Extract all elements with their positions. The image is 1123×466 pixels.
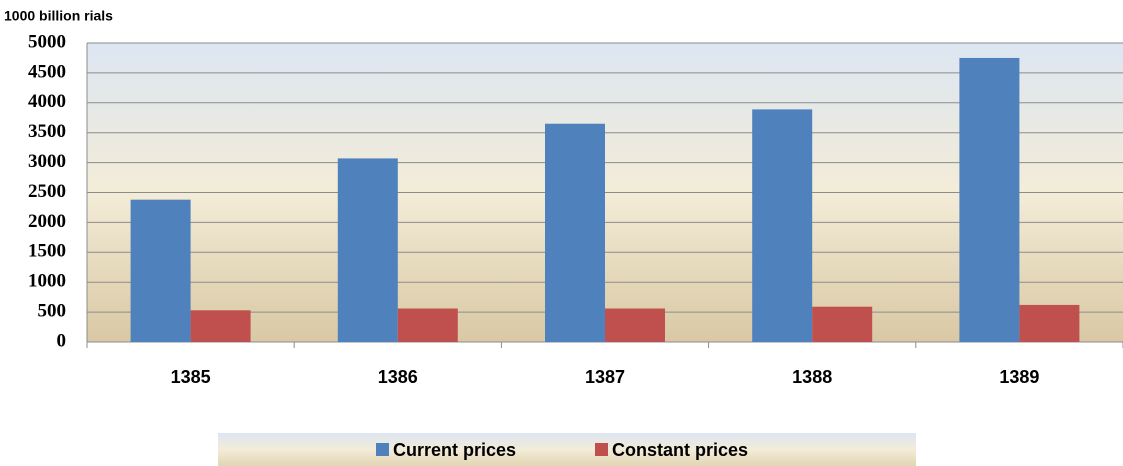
y-tick-label: 500 — [38, 300, 67, 321]
legend-box — [218, 433, 916, 466]
y-tick-label: 3500 — [28, 121, 66, 142]
legend-swatch — [376, 443, 389, 456]
legend-swatch — [595, 443, 608, 456]
bar — [337, 158, 398, 342]
x-tick-label: 1388 — [792, 367, 832, 387]
bar — [812, 306, 873, 342]
y-tick-label: 5000 — [28, 31, 66, 52]
legend-label: Current prices — [393, 440, 516, 460]
x-tick-label: 1386 — [378, 367, 418, 387]
y-tick-label: 0 — [57, 330, 67, 351]
legend-label: Constant prices — [612, 440, 748, 460]
y-tick-label: 2500 — [28, 181, 66, 202]
y-axis-label: 1000 billion rials — [4, 8, 113, 24]
x-tick-label: 1389 — [999, 367, 1039, 387]
bar — [1019, 304, 1080, 342]
bar — [605, 308, 665, 342]
y-tick-label: 1000 — [28, 271, 66, 292]
bar — [959, 57, 1020, 342]
y-tick-label: 1500 — [28, 241, 66, 262]
x-tick-label: 1385 — [171, 367, 211, 387]
x-tick-label: 1387 — [585, 367, 625, 387]
y-tick-label: 2000 — [28, 211, 66, 232]
bar — [752, 109, 813, 343]
y-tick-label: 4500 — [28, 61, 66, 82]
bar — [130, 199, 191, 342]
y-tick-label: 3000 — [28, 151, 66, 172]
y-tick-label: 4000 — [28, 91, 66, 112]
bar — [545, 123, 605, 342]
bar — [397, 308, 458, 342]
bar — [190, 310, 251, 342]
